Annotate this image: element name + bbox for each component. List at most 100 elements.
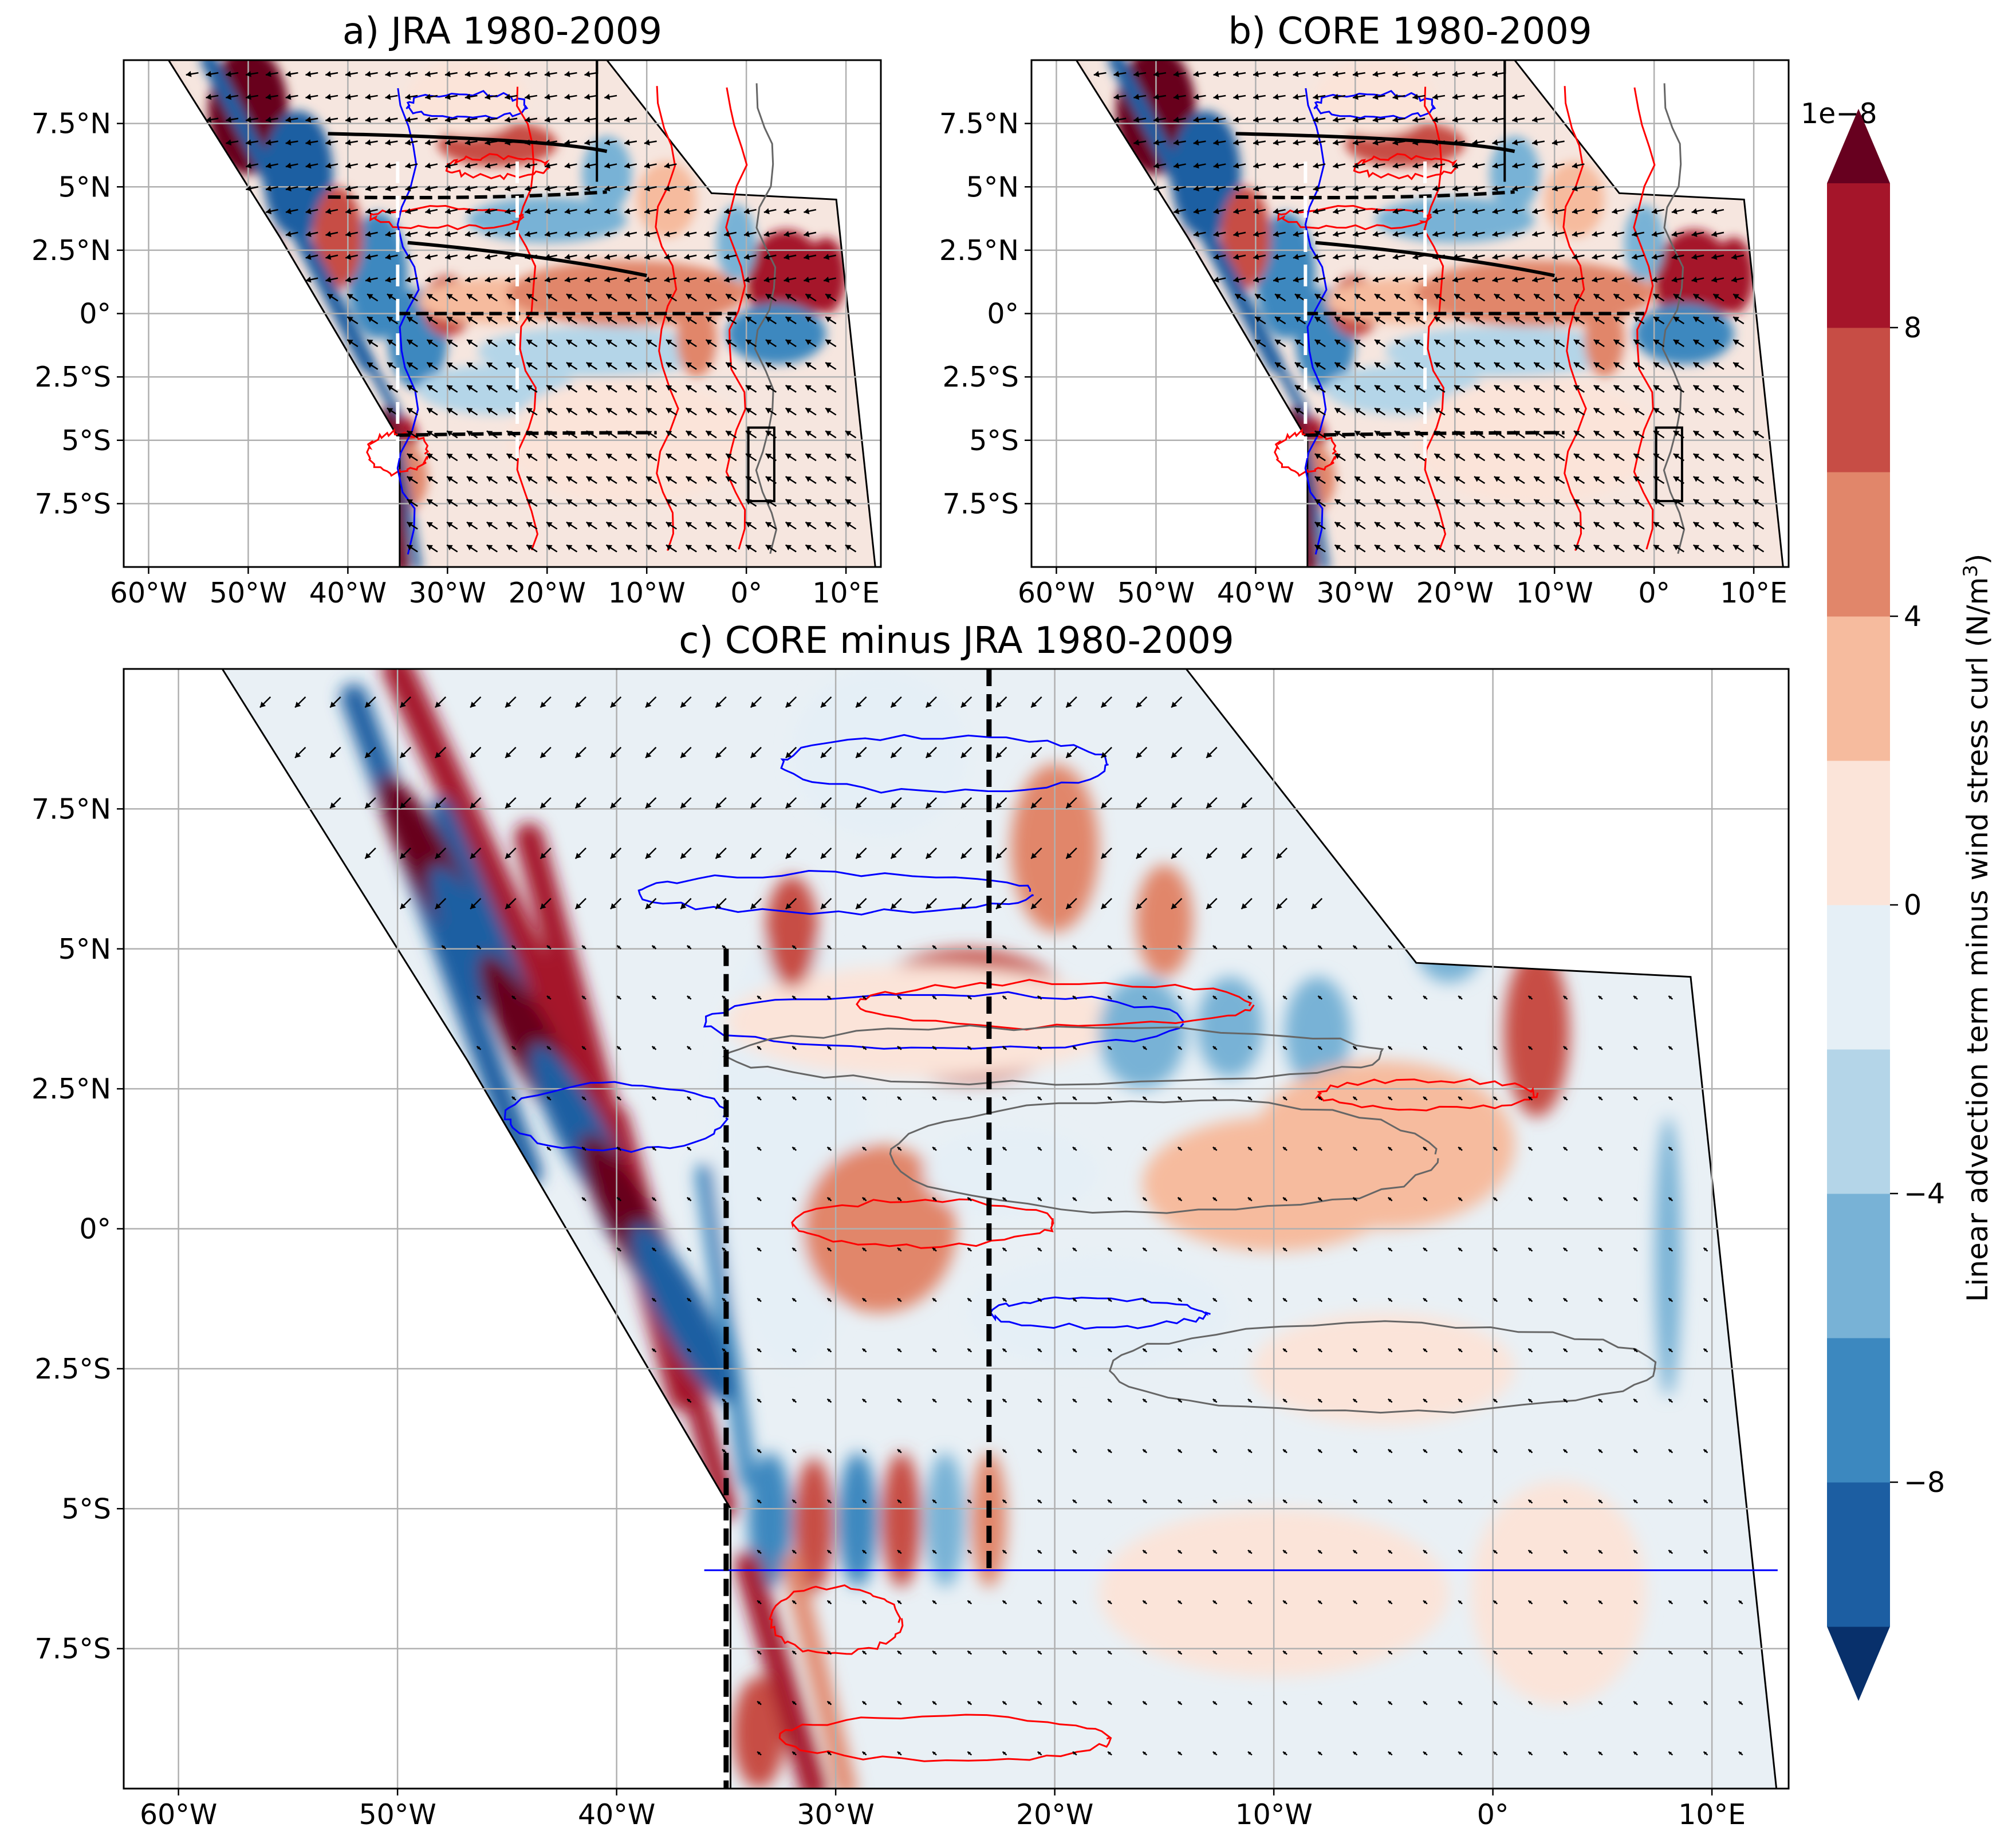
- wind-arrow-head: [1314, 522, 1321, 528]
- wind-arrow-head: [1668, 1197, 1672, 1201]
- wind-arrow-head: [1394, 362, 1401, 368]
- wind-arrow-head: [425, 276, 431, 283]
- wind-arrow-496: [1673, 521, 1685, 530]
- wind-arrow-202: [1532, 254, 1545, 260]
- wind-arrow-489: [625, 521, 637, 530]
- wind-arrow-head: [722, 1298, 726, 1302]
- wind-arrow-349: [1474, 384, 1486, 393]
- wind-arrow-head: [1512, 185, 1518, 192]
- wind-arrow-head: [726, 340, 732, 345]
- wind-arrow-129: [1136, 897, 1148, 910]
- wind-arrow-head: [526, 294, 533, 300]
- wind-arrow-head: [1713, 431, 1719, 436]
- wind-arrow-head: [1294, 294, 1301, 300]
- wind-arrow-head: [1731, 276, 1738, 283]
- wind-arrow-223: [1352, 1045, 1358, 1050]
- wind-arrow-27: [294, 746, 306, 759]
- wind-arrow-head: [1472, 116, 1478, 123]
- wind-arrow-475: [805, 498, 817, 507]
- wind-arrow-head: [805, 454, 812, 459]
- wind-arrow-454: [845, 476, 857, 485]
- wind-arrow-104: [1171, 847, 1183, 860]
- wind-arrow-head: [447, 476, 453, 482]
- wind-arrow-head: [425, 254, 431, 260]
- wind-arrow-head: [646, 499, 652, 505]
- wind-arrow-143: [1412, 208, 1426, 215]
- wind-arrow-68: [820, 797, 832, 809]
- wind-arrow-head: [821, 702, 827, 708]
- wind-arrow-head: [891, 853, 897, 859]
- wind-arrow-292: [1274, 339, 1286, 348]
- wind-arrow-56: [399, 797, 411, 809]
- wind-arrow-head: [1394, 294, 1401, 300]
- wind-arrow-head: [1474, 545, 1480, 550]
- wind-arrow-head: [467, 476, 473, 482]
- wind-arrow-head: [407, 522, 414, 528]
- wind-arrow-406: [1712, 430, 1724, 439]
- field-blob-12: [748, 1452, 792, 1588]
- wind-arrow-head: [470, 702, 477, 708]
- wind-arrow-149: [932, 945, 937, 950]
- wind-arrow-459: [486, 498, 498, 507]
- wind-arrow-215: [345, 276, 359, 283]
- wind-arrow-head: [1653, 294, 1660, 300]
- wind-arrow-85: [505, 847, 517, 860]
- wind-arrow-head: [706, 454, 712, 459]
- wind-arrow-314: [1072, 1196, 1077, 1202]
- wind-arrow-350: [586, 384, 597, 393]
- panel-b-gridlines: [1031, 60, 1789, 567]
- wind-arrow-115: [645, 897, 657, 910]
- wind-arrow-head: [1213, 70, 1219, 77]
- wind-arrow-42: [820, 746, 832, 759]
- wind-arrow-head: [1554, 340, 1560, 345]
- wind-arrow-443: [625, 476, 637, 485]
- contour-meridional-1: [515, 86, 539, 550]
- wind-arrow-196: [1633, 995, 1638, 1000]
- wind-arrow-234: [724, 276, 737, 283]
- wind-arrow-144: [757, 945, 762, 950]
- wind-arrow-head: [1713, 294, 1719, 300]
- wind-arrow-head: [1178, 1247, 1182, 1251]
- wind-arrow-442: [1513, 476, 1525, 485]
- wind-arrow-head: [687, 945, 691, 949]
- wind-arrow-head: [862, 1096, 866, 1100]
- wind-arrow-281: [1037, 1146, 1042, 1151]
- wind-arrow-101: [544, 162, 557, 169]
- wind-arrow-head: [827, 1147, 831, 1151]
- wind-arrow-head: [1133, 139, 1140, 146]
- wind-arrow-head: [545, 185, 551, 192]
- wind-arrow-head: [1573, 476, 1580, 482]
- wind-arrow-139: [1333, 208, 1346, 215]
- wind-arrow-509: [1598, 1499, 1603, 1504]
- wind-arrow-head: [1598, 1348, 1602, 1352]
- wind-arrow-head: [1563, 1399, 1567, 1403]
- wind-arrow-head: [1653, 522, 1660, 528]
- wind-arrow-87: [574, 847, 586, 860]
- wind-arrow-head: [1703, 1449, 1707, 1453]
- wind-arrow-head: [765, 408, 772, 414]
- wind-arrow-314: [1712, 339, 1724, 348]
- wind-arrow-244: [406, 293, 418, 302]
- wind-arrow-head: [1494, 454, 1501, 459]
- wind-arrow-115: [385, 185, 398, 192]
- wind-arrow-head: [862, 1247, 866, 1251]
- wind-arrow-head: [726, 294, 732, 300]
- wind-arrow-162: [1253, 231, 1266, 237]
- wind-arrow-head: [1108, 1197, 1111, 1201]
- wind-arrow-head: [1178, 995, 1182, 999]
- wind-arrow-402: [1633, 430, 1645, 439]
- wind-arrow-503: [1354, 544, 1366, 553]
- wind-arrow-263: [1692, 293, 1704, 302]
- wind-arrow-348: [1177, 1247, 1183, 1252]
- wind-arrow-3: [245, 70, 259, 77]
- wind-arrow-head: [1354, 431, 1361, 436]
- wind-arrow-443: [1282, 1398, 1287, 1403]
- wind-arrow-head: [1572, 185, 1578, 192]
- wind-arrow-151: [664, 208, 677, 215]
- wind-arrow-head: [465, 231, 471, 237]
- wind-arrow-153: [704, 208, 717, 215]
- wind-arrow-463: [1474, 498, 1486, 507]
- wind-arrow-head: [1458, 1197, 1462, 1201]
- wind-arrow-382: [765, 407, 777, 416]
- wind-arrow-head: [1143, 995, 1147, 999]
